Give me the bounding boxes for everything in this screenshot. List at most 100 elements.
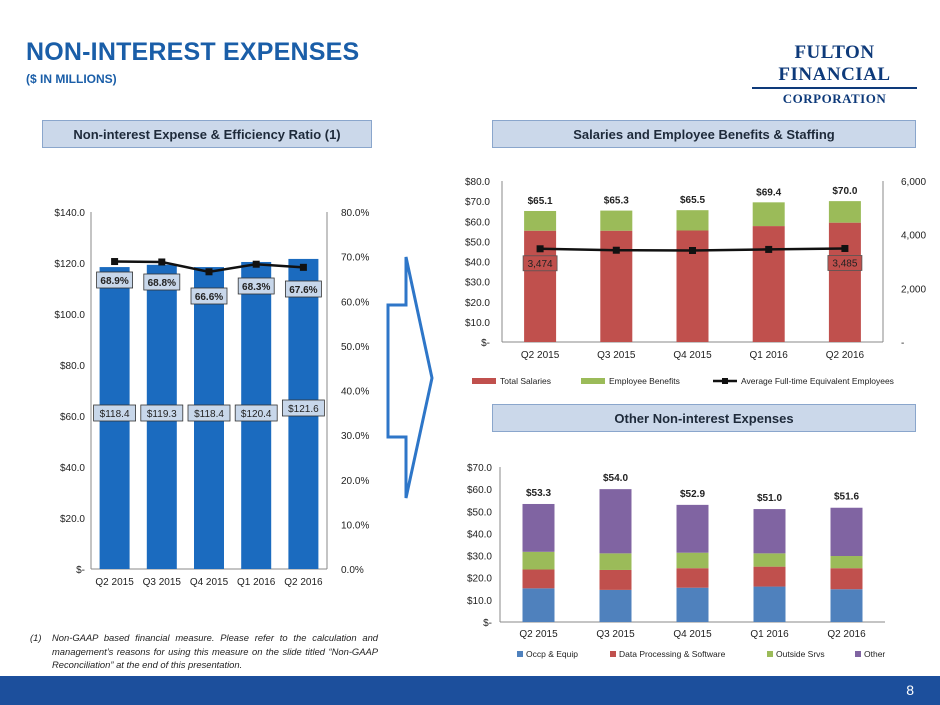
data-label-fte: 3,474 — [528, 259, 553, 270]
legend-label: Total Salaries — [500, 376, 551, 386]
legend-swatch — [855, 651, 861, 657]
footer-bar — [0, 676, 940, 705]
y2-tick-label: 20.0% — [341, 476, 369, 487]
fte-point — [612, 246, 620, 254]
legend-label: Outside Srvs — [776, 649, 825, 659]
data-label-box — [140, 404, 184, 422]
footnote-number: (1) — [30, 632, 42, 643]
data-label-box — [522, 255, 558, 272]
y-tick-label: $20.0 — [467, 574, 492, 585]
x-tick-label: Q1 2016 — [750, 350, 789, 361]
y-tick-label: $20.0 — [60, 514, 85, 525]
legend-swatch — [517, 651, 523, 657]
bar-other — [676, 504, 709, 553]
x-tick-label: Q2 2016 — [826, 350, 865, 361]
y-tick-label: $80.0 — [465, 177, 490, 188]
bar-employee-benefits — [828, 201, 861, 223]
bar-other — [830, 507, 863, 557]
efficiency-ratio-point — [111, 258, 119, 266]
x-tick-label: Q2 2016 — [284, 577, 323, 588]
efficiency-ratio-point — [158, 258, 166, 266]
y-tick-label: $60.0 — [465, 217, 490, 228]
y-tick-label: $- — [483, 618, 492, 629]
efficiency-ratio-point — [205, 268, 213, 276]
data-label-total: $53.3 — [526, 488, 551, 499]
bar-occp-equip — [599, 589, 632, 622]
bar-data-processing — [599, 569, 632, 590]
y-tick-label: $60.0 — [60, 412, 85, 423]
bar-occp-equip — [522, 588, 555, 622]
bar-outside-srvs — [753, 553, 786, 567]
data-label-box — [143, 273, 181, 291]
x-tick-label: Q1 2016 — [237, 577, 276, 588]
y-tick-label: $30.0 — [465, 278, 490, 289]
y2-tick-label: 30.0% — [341, 431, 369, 442]
bar-employee-benefits — [600, 210, 633, 231]
y-tick-label: $80.0 — [60, 361, 85, 372]
y2-tick-label: 10.0% — [341, 520, 369, 531]
data-label-total: $65.5 — [680, 195, 705, 206]
data-label-box — [281, 399, 325, 417]
y2-tick-label: 0.0% — [341, 565, 364, 576]
y2-tick-label: 40.0% — [341, 387, 369, 398]
x-tick-label: Q3 2015 — [143, 577, 182, 588]
data-label-efficiency: 67.6% — [289, 285, 317, 296]
data-label-box — [234, 404, 278, 422]
data-label-box — [284, 280, 322, 298]
legend-label: Average Full-time Equivalent Employees — [741, 376, 894, 386]
logo-line1: FULTON FINANCIAL — [752, 42, 917, 89]
company-logo: FULTON FINANCIAL CORPORATION — [752, 42, 917, 107]
legend-label: Employee Benefits — [609, 376, 680, 386]
y-tick-label: $40.0 — [60, 463, 85, 474]
data-label-fte: 3,485 — [832, 258, 857, 269]
y-tick-label: $140.0 — [54, 208, 85, 219]
x-tick-label: Q4 2015 — [673, 629, 712, 640]
y-tick-label: $20.0 — [465, 298, 490, 309]
x-tick-label: Q2 2015 — [519, 629, 558, 640]
y2-tick-label: - — [901, 338, 904, 349]
x-tick-label: Q2 2015 — [95, 577, 134, 588]
bar-data-processing — [522, 569, 555, 589]
bar-occp-equip — [753, 586, 786, 622]
x-tick-label: Q4 2015 — [673, 350, 712, 361]
chart-other-expenses: $- $10.0 $20.0 $30.0 $40.0 $50.0 $60.0 $70.0 $53… — [467, 463, 885, 659]
data-label-box — [827, 255, 863, 271]
x-tick-label: Q4 2015 — [190, 577, 229, 588]
data-label-total: $54.0 — [603, 473, 628, 484]
legend-marker — [722, 378, 728, 384]
bar-outside-srvs — [599, 553, 632, 570]
data-label-efficiency: 68.3% — [242, 282, 270, 293]
bar-employee-benefits — [676, 210, 709, 231]
transition-arrow-icon — [386, 256, 434, 499]
data-label-total: $69.4 — [756, 187, 781, 198]
y-tick-label: $120.0 — [54, 259, 85, 270]
x-tick-label: Q3 2015 — [596, 629, 635, 640]
bar-total-salaries — [828, 222, 861, 342]
x-tick-label: Q2 2016 — [827, 629, 866, 640]
data-label-total: $70.0 — [832, 186, 857, 197]
footnote: (1) Non-GAAP based financial measure. Pl… — [30, 631, 378, 672]
y-tick-label: $60.0 — [467, 485, 492, 496]
data-label-expense: $121.6 — [288, 404, 319, 415]
legend-swatch — [767, 651, 773, 657]
y-tick-label: $100.0 — [54, 310, 85, 321]
y2-tick-label: 6,000 — [901, 177, 926, 188]
y-tick-label: $- — [481, 338, 490, 349]
data-label-expense: $120.4 — [241, 409, 272, 420]
fte-point — [536, 245, 544, 253]
data-label-box — [187, 404, 231, 422]
logo-line2: CORPORATION — [782, 91, 887, 106]
bar-other — [599, 489, 632, 554]
section-header-expense-efficiency: Non-interest Expense & Efficiency Ratio … — [42, 120, 372, 148]
y-tick-label: $10.0 — [465, 318, 490, 329]
bar-employee-benefits — [524, 210, 557, 231]
data-label-box — [190, 287, 228, 305]
data-label-expense: $118.4 — [194, 409, 224, 420]
data-label-box — [93, 404, 136, 422]
x-tick-label: Q3 2015 — [597, 350, 636, 361]
bar-total-salaries — [752, 226, 785, 342]
y-tick-label: $40.0 — [467, 529, 492, 540]
bar-other — [753, 509, 786, 554]
y2-tick-label: 60.0% — [341, 297, 369, 308]
